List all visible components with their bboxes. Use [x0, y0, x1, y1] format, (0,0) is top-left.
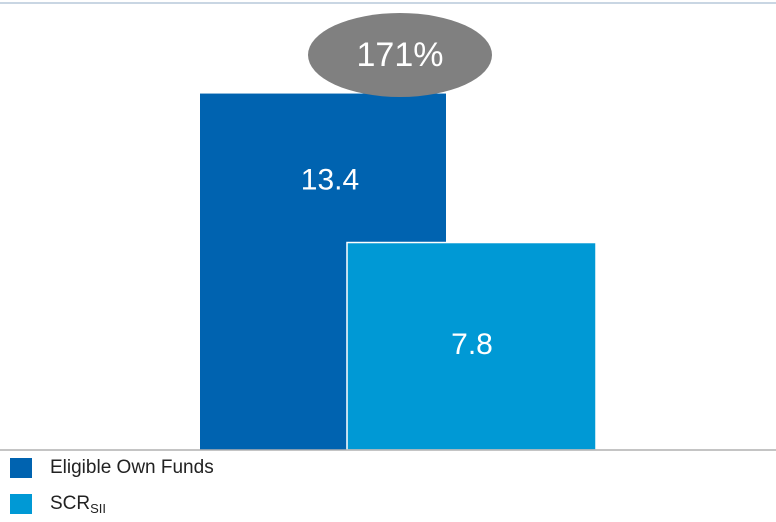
value-label: 13.4: [301, 164, 359, 197]
annotation-bubble: [308, 13, 492, 97]
legend-label: Eligible Own Funds: [50, 457, 214, 478]
bar: [346, 241, 597, 451]
legend-name: Eligible Own Funds: [50, 457, 214, 478]
value-label: 7.8: [451, 328, 493, 361]
legend-name: SCR: [50, 493, 90, 514]
legend-swatch: [10, 494, 32, 514]
annotation: 171%: [357, 36, 444, 74]
legend-subscript: SII: [90, 501, 106, 516]
legend-swatch: [10, 458, 32, 478]
legend-label: SCRSII: [50, 493, 106, 516]
